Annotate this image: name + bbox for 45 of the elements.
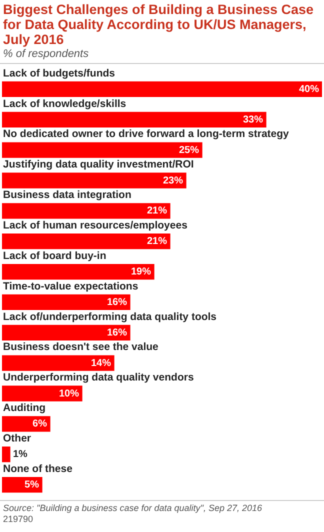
data-label: 25%: [178, 144, 200, 156]
bar: [2, 355, 114, 371]
y-tick-label: Auditing: [3, 402, 46, 414]
data-label: 21%: [146, 206, 168, 217]
data-label: 5%: [24, 480, 40, 491]
text: 219790: [3, 514, 34, 525]
chart-subtitle: % of respondents: [0, 47, 324, 64]
data-label: 21%: [146, 236, 168, 248]
y-tick-label: Business doesn't see the value: [3, 341, 159, 354]
y-tick-label: Underperforming data quality vendors: [3, 372, 194, 384]
data-label: 16%: [106, 296, 128, 308]
bar: [2, 172, 186, 188]
y-tick-label: Lack of knowledge/skills: [3, 98, 126, 110]
data-label: 10%: [58, 388, 80, 400]
data-label: 14%: [90, 358, 112, 369]
data-label: 16%: [106, 327, 128, 338]
y-tick-label: None of these: [3, 462, 73, 475]
bar: [2, 81, 322, 98]
bar: [2, 234, 170, 250]
data-label: 19%: [130, 266, 152, 278]
bar: [2, 264, 154, 280]
bar: [2, 294, 130, 310]
data-label: 23%: [162, 175, 184, 186]
y-tick-label: Time-to-value expectations: [3, 280, 138, 292]
bar: [2, 142, 202, 158]
data-label: 1%: [13, 449, 28, 460]
y-tick-label: Lack of human resources/employees: [3, 220, 188, 232]
bar: [2, 203, 170, 219]
data-label: 33%: [242, 114, 264, 126]
y-tick-label: Business data integration: [3, 189, 132, 202]
data-label: 6%: [32, 418, 48, 430]
bar: [2, 324, 130, 340]
y-tick-label: No dedicated owner to drive forward a long-term strategy: [3, 128, 290, 140]
y-tick-label: Lack of board buy-in: [3, 250, 106, 262]
y-tick-label: Lack of budgets/funds: [3, 67, 116, 80]
chart-title: Biggest Challenges of Building a Business Case for Data Quality According to UK/US Managers, July 2016: [2, 1, 315, 47]
bar: [2, 386, 82, 402]
y-tick-label: Justifying data quality investment/ROI: [3, 158, 194, 171]
bar: [2, 446, 10, 462]
bar: [2, 112, 266, 128]
y-tick-label: Lack of/underperforming data quality tools: [3, 310, 217, 323]
data-label: 40%: [298, 84, 320, 95]
bar: [2, 416, 50, 432]
source-note: Source: "Building a business case for data quality", Sep 27, 2016: [3, 503, 264, 514]
y-tick-label: Other: [3, 432, 32, 444]
